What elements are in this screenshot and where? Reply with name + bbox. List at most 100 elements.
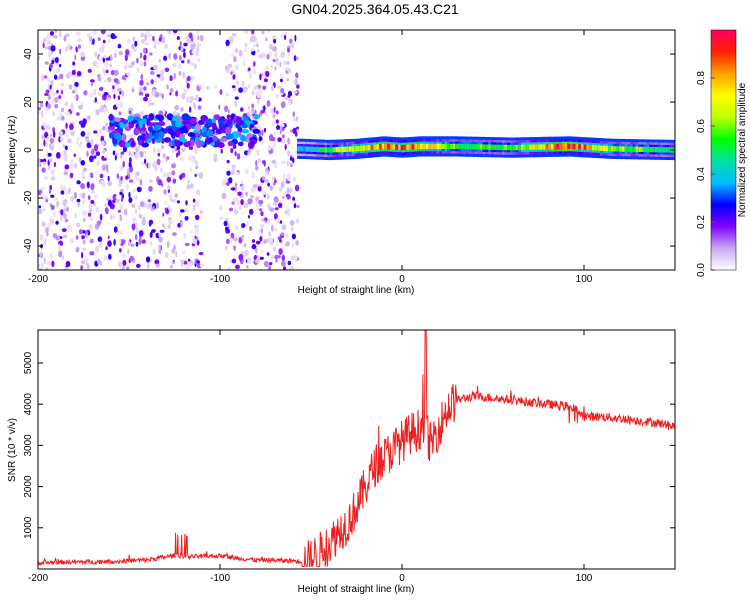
heatmap-cell <box>207 118 212 127</box>
heatmap-cell <box>148 179 153 183</box>
heatmap-cell <box>112 150 116 156</box>
heatmap-cell <box>286 160 290 167</box>
heatmap-cell <box>114 155 117 161</box>
heatmap-cell <box>190 43 196 50</box>
heatmap-cell <box>220 148 223 154</box>
heatmap-cell <box>48 45 52 51</box>
heatmap-cell <box>60 190 65 195</box>
heatmap-cell <box>96 62 99 70</box>
heatmap-cell <box>187 262 193 268</box>
heatmap-cell <box>180 221 184 225</box>
heatmap-cell <box>55 197 58 202</box>
heatmap-cell <box>163 55 168 61</box>
heatmap-cell <box>248 110 253 115</box>
heatmap-cell <box>99 213 103 221</box>
heatmap-cell <box>70 102 74 109</box>
heatmap-cell <box>181 172 186 178</box>
heatmap-cell <box>348 146 353 152</box>
heatmap-cell <box>170 264 173 269</box>
heatmap-cell <box>275 110 279 115</box>
heatmap-cell <box>100 30 106 35</box>
heatmap-cell <box>156 158 161 166</box>
heatmap-cell <box>58 136 61 143</box>
heatmap-cell <box>117 183 122 187</box>
heatmap-cell <box>85 138 91 143</box>
heatmap-cell <box>129 179 134 183</box>
heatmap-cell <box>384 143 388 150</box>
heatmap-cell <box>106 97 111 101</box>
heatmap-cell <box>159 92 162 97</box>
heatmap-cell <box>97 223 100 228</box>
heatmap-cell <box>267 182 270 187</box>
heatmap-cell <box>107 195 112 200</box>
heatmap-cell <box>258 228 261 235</box>
heatmap-cell <box>134 40 138 47</box>
heatmap-cell <box>291 233 296 240</box>
heatmap-cell <box>219 89 223 95</box>
heatmap-cell <box>77 137 80 141</box>
heatmap-cell <box>273 142 277 148</box>
heatmap-cell <box>586 144 590 151</box>
heatmap-cell <box>271 159 276 164</box>
heatmap-cell <box>271 120 276 127</box>
heatmap-cell <box>255 240 261 245</box>
heatmap-cell <box>162 223 165 228</box>
heatmap-cell <box>296 126 300 130</box>
heatmap-cell <box>78 120 84 125</box>
heatmap-cell <box>40 262 45 270</box>
heatmap-cell <box>95 206 100 213</box>
heatmap-cell <box>270 108 275 114</box>
heatmap-cell <box>58 250 63 258</box>
heatmap-cell <box>259 73 262 81</box>
heatmap-cell <box>48 165 51 171</box>
heatmap-cell <box>256 84 262 89</box>
heatmap-cell <box>125 142 130 148</box>
heatmap-cell <box>287 67 291 75</box>
heatmap-cell <box>171 170 176 176</box>
heatmap-cell <box>157 244 161 251</box>
heatmap-cell <box>238 49 243 57</box>
y-tick-label: 1000 <box>23 516 34 539</box>
heatmap-cell <box>261 73 264 77</box>
heatmap-cell <box>82 118 87 125</box>
heatmap-cell <box>168 218 173 225</box>
x-tick-label: 0 <box>399 274 405 285</box>
heatmap-cell <box>572 144 576 150</box>
heatmap-cell <box>200 114 208 122</box>
heatmap-cell <box>117 88 122 92</box>
heatmap-cell <box>244 250 250 257</box>
heatmap-cell <box>135 233 138 241</box>
heatmap-cell <box>274 66 277 71</box>
heatmap-cell <box>122 133 127 142</box>
heatmap-cell <box>169 75 173 82</box>
heatmap-cell <box>273 39 277 44</box>
heatmap-cell <box>211 118 217 123</box>
heatmap-cell <box>78 156 82 163</box>
heatmap-cell <box>129 157 132 164</box>
heatmap-cell <box>88 203 93 210</box>
heatmap-cell <box>158 58 162 63</box>
heatmap-cell <box>286 51 291 56</box>
heatmap-cell <box>223 220 228 227</box>
heatmap-cell <box>58 95 62 99</box>
heatmap-cell <box>575 144 579 150</box>
heatmap-cell <box>113 132 122 139</box>
heatmap-cell <box>140 96 143 102</box>
heatmap-cell <box>118 262 122 268</box>
heatmap-cell <box>253 114 260 120</box>
heatmap-cell <box>192 237 196 245</box>
heatmap-cell <box>38 162 41 167</box>
heatmap-cell <box>87 115 91 120</box>
heatmap-cell <box>665 147 669 153</box>
heatmap-cell <box>654 147 658 153</box>
heatmap-cell <box>149 71 155 75</box>
heatmap-cell <box>137 145 141 152</box>
heatmap-cell <box>56 116 61 121</box>
heatmap-cell <box>88 173 91 178</box>
heatmap-cell <box>335 147 339 153</box>
heatmap-cell <box>190 139 195 147</box>
heatmap-cell <box>60 209 64 216</box>
heatmap-cell <box>97 258 101 265</box>
heatmap-cell <box>261 160 266 164</box>
heatmap-cell <box>131 203 135 209</box>
